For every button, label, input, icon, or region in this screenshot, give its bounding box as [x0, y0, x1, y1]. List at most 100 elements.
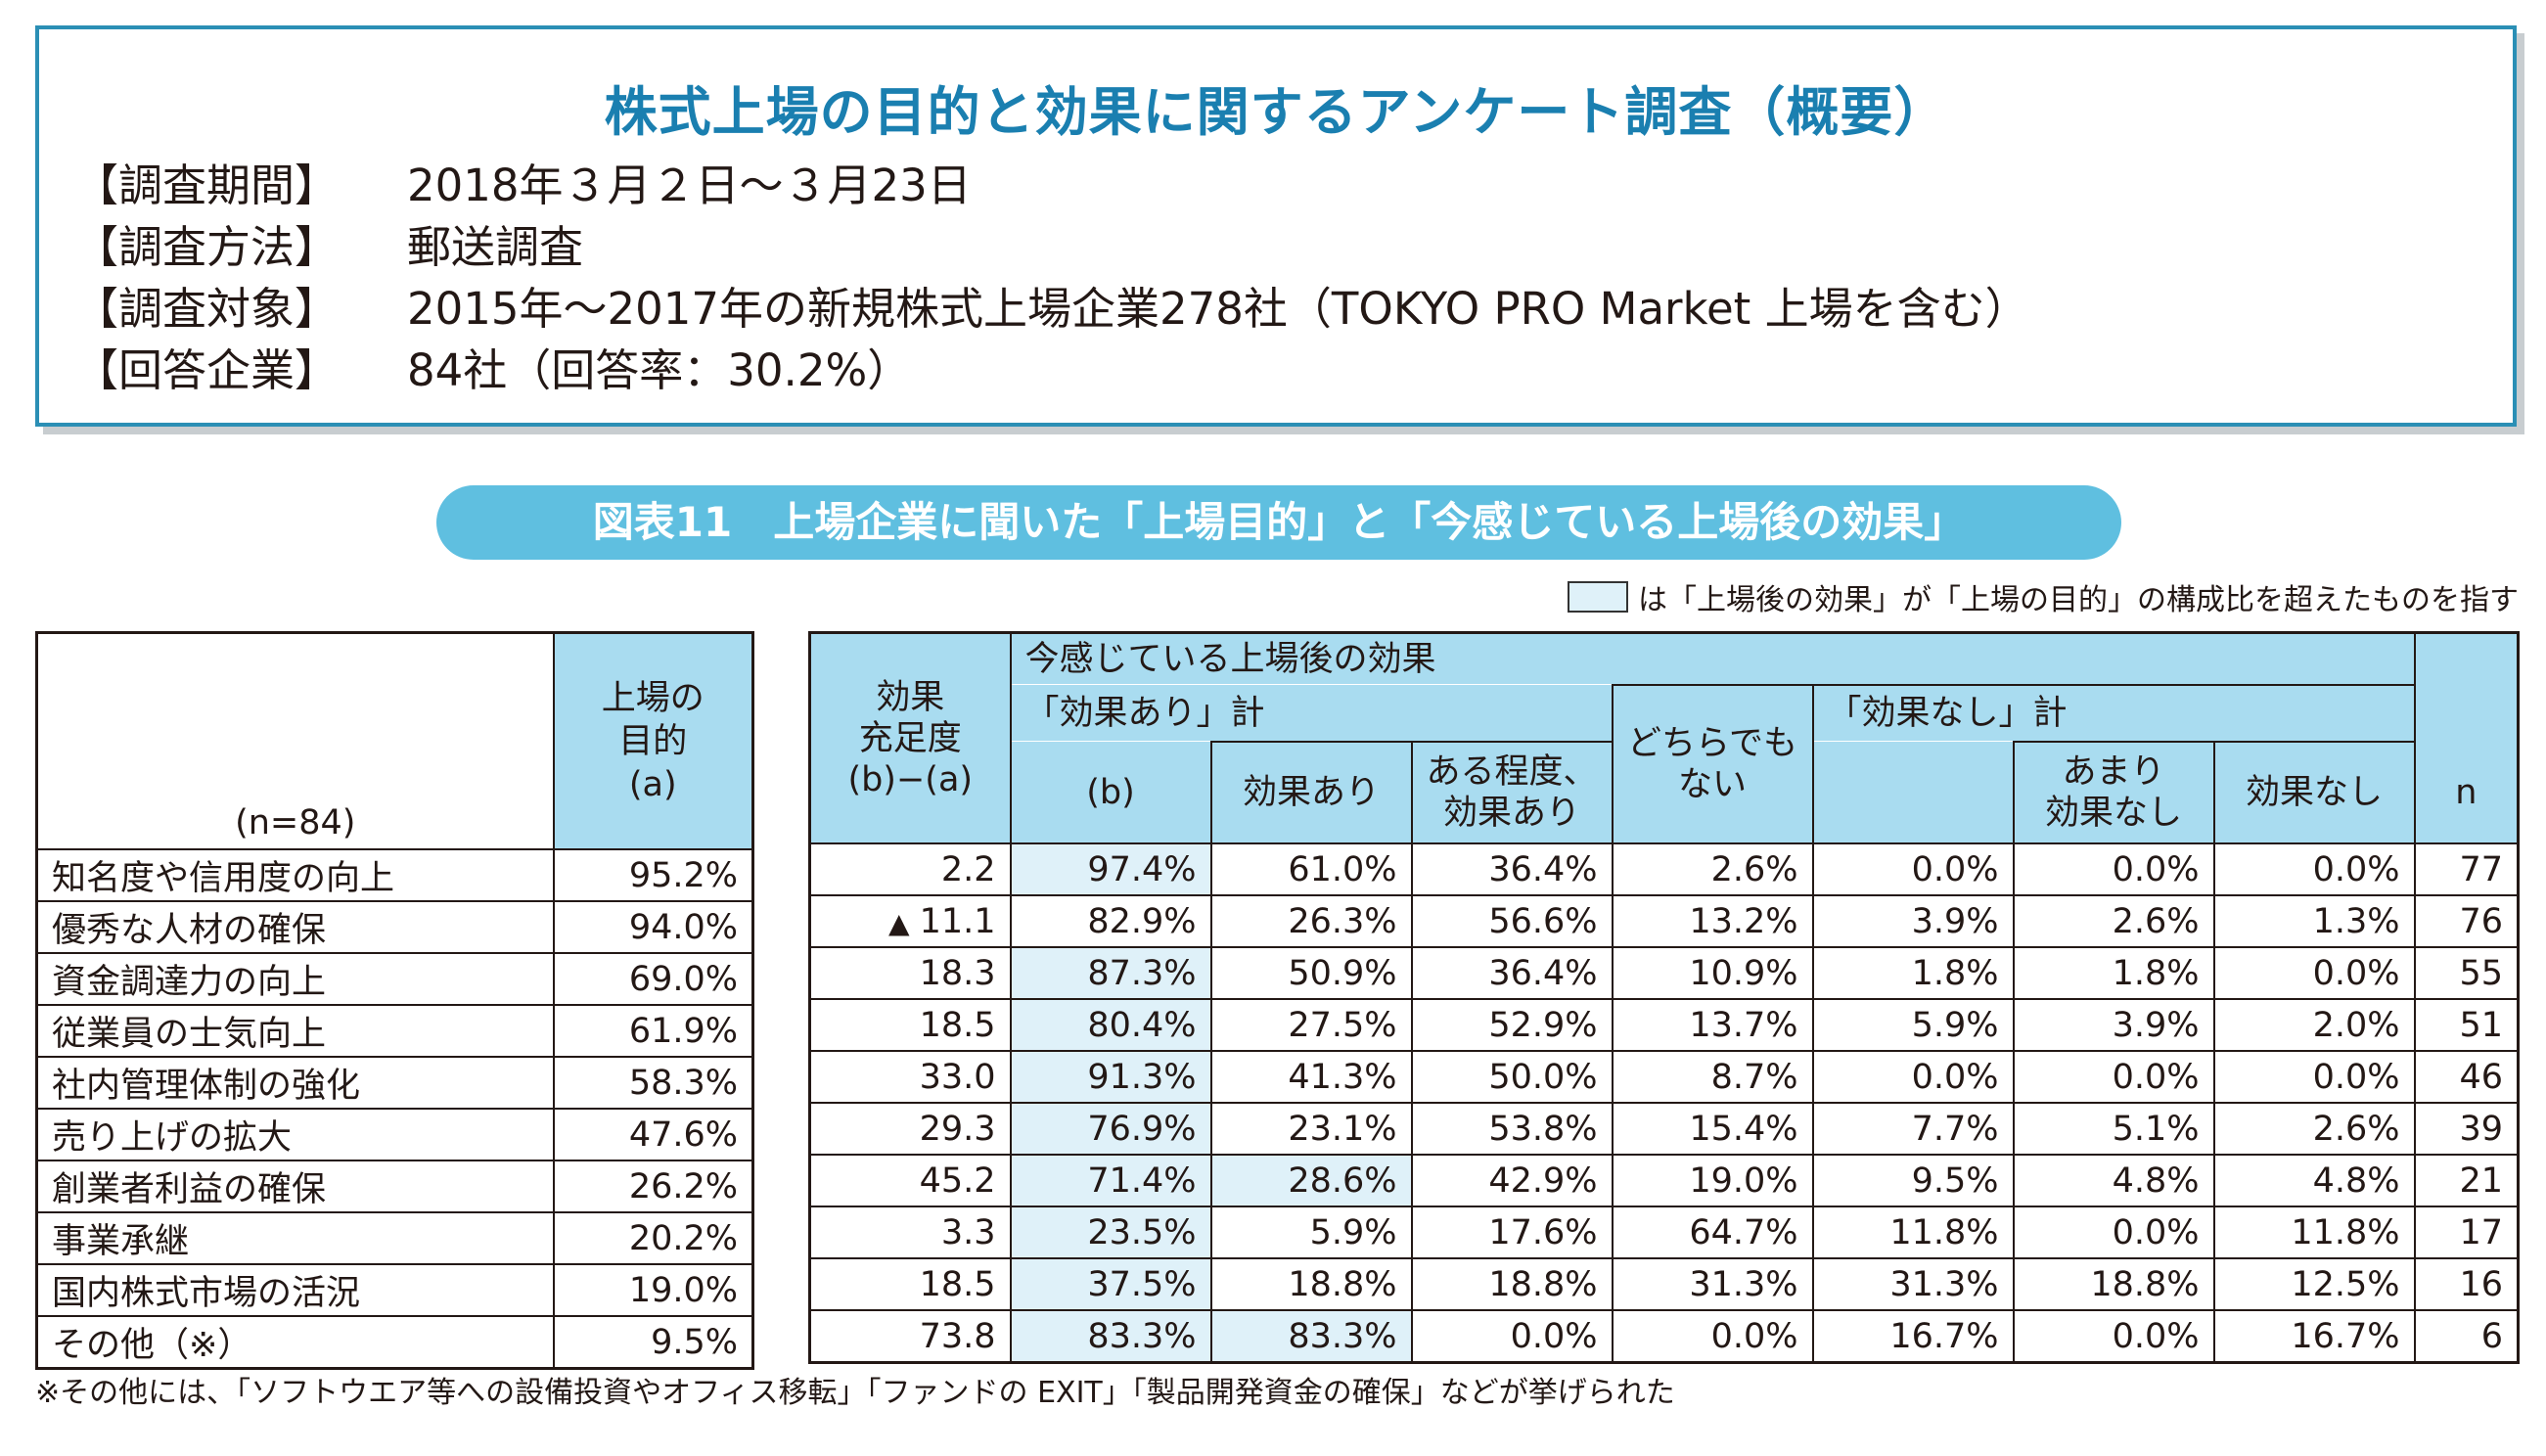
- purpose-cell: 95.2%: [552, 848, 754, 902]
- n-cell: 21: [2413, 1154, 2520, 1207]
- neither-cell: 15.4%: [1611, 1102, 1814, 1156]
- gap-cell: ▲ 11.1: [808, 894, 1012, 948]
- some-effect-cell: 36.4%: [1410, 946, 1614, 1000]
- survey-label: 【調査対象】: [74, 283, 340, 335]
- table-row: 資金調達力の向上 69.0%: [35, 952, 754, 1006]
- category-cell: その他（※）: [35, 1315, 555, 1370]
- effect-cell: 18.8%: [1209, 1257, 1413, 1311]
- b-header: (b): [1009, 742, 1212, 844]
- purpose-cell: 61.9%: [552, 1004, 754, 1058]
- purpose-cell: 58.3%: [552, 1056, 754, 1110]
- survey-label: 【調査期間】: [74, 159, 340, 211]
- table-row: 33.0 91.3% 41.3% 50.0% 8.7% 0.0% 0.0% 0.0% 46: [808, 1050, 2520, 1104]
- no-effect-total-cell: 16.7%: [1811, 1309, 2015, 1364]
- no-effect-cell: 12.5%: [2212, 1257, 2416, 1311]
- no-effect-cell: 1.3%: [2212, 894, 2416, 948]
- effect-cell: 50.9%: [1209, 946, 1413, 1000]
- neither-cell: 8.7%: [1611, 1050, 1814, 1104]
- gap-cell: 29.3: [808, 1102, 1012, 1156]
- neither-cell: 13.7%: [1611, 998, 1814, 1052]
- b-cell: 23.5%: [1009, 1206, 1212, 1259]
- purpose-cell: 69.0%: [552, 952, 754, 1006]
- table-row: 社内管理体制の強化 58.3%: [35, 1056, 754, 1110]
- some-effect-cell: 0.0%: [1410, 1309, 1614, 1364]
- survey-value: 郵送調査: [407, 221, 584, 273]
- negative-triangle-icon: ▲: [888, 906, 910, 939]
- some-effect-header: ある程度、 効果あり: [1410, 741, 1614, 844]
- little-effect-cell: 0.0%: [2012, 1206, 2215, 1259]
- little-effect-cell: 0.0%: [2012, 842, 2215, 896]
- effect-yes-total-header: 「効果あり」計: [1009, 685, 1614, 742]
- little-effect-cell: 0.0%: [2012, 1309, 2215, 1364]
- table-row: 2.2 97.4% 61.0% 36.4% 2.6% 0.0% 0.0% 0.0% 77: [808, 842, 2520, 896]
- no-effect-cell: 2.0%: [2212, 998, 2416, 1052]
- effect-cell: 23.1%: [1209, 1102, 1413, 1156]
- effect-cell: 61.0%: [1209, 842, 1413, 896]
- little-effect-cell: 1.8%: [2012, 946, 2215, 1000]
- survey-details: 【調査期間】 2018年３月２日～３月23日 【調査方法】 郵送調査 【調査対象…: [74, 151, 2029, 397]
- table-row: その他（※） 9.5%: [35, 1315, 754, 1370]
- neither-header: どちらでも ない: [1611, 684, 1814, 844]
- n-cell: 76: [2413, 894, 2520, 948]
- survey-label: 【回答企業】: [74, 344, 340, 396]
- neither-cell: 13.2%: [1611, 894, 1814, 948]
- effect-cell: 27.5%: [1209, 998, 1413, 1052]
- table-row: 売り上げの拡大 47.6%: [35, 1108, 754, 1161]
- effect-header: 効果あり: [1209, 741, 1413, 844]
- little-effect-cell: 2.6%: [2012, 894, 2215, 948]
- survey-overview-box: 株式上場の目的と効果に関するアンケート調査（概要） 【調査期間】 2018年３月…: [35, 25, 2517, 427]
- n-header: n: [2413, 742, 2520, 844]
- table-row: 事業承継 20.2%: [35, 1211, 754, 1265]
- some-effect-cell: 17.6%: [1410, 1206, 1614, 1259]
- survey-value: 84社（回答率：30.2%）: [407, 344, 912, 396]
- neither-cell: 64.7%: [1611, 1206, 1814, 1259]
- neither-cell: 19.0%: [1611, 1154, 1814, 1207]
- category-cell: 事業承継: [35, 1211, 555, 1265]
- some-effect-cell: 52.9%: [1410, 998, 1614, 1052]
- no-effect-cell: 0.0%: [2212, 946, 2416, 1000]
- b-cell: 37.5%: [1009, 1257, 1212, 1311]
- no-effect-cell: 4.8%: [2212, 1154, 2416, 1207]
- b-cell: 83.3%: [1009, 1309, 1212, 1364]
- no-effect-total-cell: 9.5%: [1811, 1154, 2015, 1207]
- legend-note: は「上場後の効果」が「上場の目的」の構成比を超えたものを指す: [1568, 575, 2519, 618]
- no-effect-cell: 2.6%: [2212, 1102, 2416, 1156]
- legend-text: は「上場後の効果」が「上場の目的」の構成比を超えたものを指す: [1638, 583, 2519, 617]
- purpose-cell: 94.0%: [552, 900, 754, 954]
- no-effect-cell: 16.7%: [2212, 1309, 2416, 1364]
- table-row: 29.3 76.9% 23.1% 53.8% 15.4% 7.7% 5.1% 2.6% 39: [808, 1102, 2520, 1156]
- no-effect-total-cell: 3.9%: [1811, 894, 2015, 948]
- n-cell: 39: [2413, 1102, 2520, 1156]
- little-effect-cell: 5.1%: [2012, 1102, 2215, 1156]
- category-cell: 優秀な人材の確保: [35, 900, 555, 954]
- n-cell: 6: [2413, 1309, 2520, 1364]
- table-row: 18.5 37.5% 18.8% 18.8% 31.3% 31.3% 18.8% 12.5% 1…: [808, 1257, 2520, 1311]
- purpose-table: (n=84) 上場の 目的 (a) 知名度や信用度の向上 95.2% 優秀な人材の確…: [35, 631, 754, 1370]
- effect-no-total-header: 「効果なし」計: [1811, 684, 2416, 742]
- no-effect-total-cell: 1.8%: [1811, 946, 2015, 1000]
- sample-size-label: (n=84): [36, 632, 555, 850]
- purpose-cell: 9.5%: [552, 1315, 754, 1370]
- satisfaction-header: 効果 充足度 (b)−(a): [808, 631, 1012, 844]
- table-row: 73.8 83.3% 83.3% 0.0% 0.0% 16.7% 0.0% 16.7% 6: [808, 1309, 2520, 1364]
- category-cell: 売り上げの拡大: [35, 1108, 555, 1161]
- survey-row-target: 【調査対象】 2015年～2017年の新規株式上場企業278社（TOKYO PR…: [74, 274, 2029, 336]
- b-cell: 71.4%: [1009, 1154, 1212, 1207]
- purpose-header: 上場の 目的 (a): [552, 631, 754, 850]
- n-cell: 46: [2413, 1050, 2520, 1104]
- neither-cell: 31.3%: [1611, 1257, 1814, 1311]
- table-row: ▲ 11.1 82.9% 26.3% 56.6% 13.2% 3.9% 2.6% 1.3% 76: [808, 894, 2520, 948]
- survey-label: 【調査方法】: [74, 221, 340, 273]
- little-effect-cell: 18.8%: [2012, 1257, 2215, 1311]
- gap-cell: 73.8: [808, 1309, 1012, 1364]
- no-effect-total-cell: 31.3%: [1811, 1257, 2015, 1311]
- table-row: 18.3 87.3% 50.9% 36.4% 10.9% 1.8% 1.8% 0.0% 55: [808, 946, 2520, 1000]
- survey-value: 2018年３月２日～３月23日: [407, 159, 972, 211]
- some-effect-cell: 56.6%: [1410, 894, 1614, 948]
- survey-title: 株式上場の目的と効果に関するアンケート調査（概要）: [604, 81, 1948, 143]
- table-row: 創業者利益の確保 26.2%: [35, 1160, 754, 1213]
- survey-row-period: 【調査期間】 2018年３月２日～３月23日: [74, 151, 2029, 212]
- category-cell: 資金調達力の向上: [35, 952, 555, 1006]
- category-cell: 従業員の士気向上: [35, 1004, 555, 1058]
- effect-cell: 28.6%: [1209, 1154, 1413, 1207]
